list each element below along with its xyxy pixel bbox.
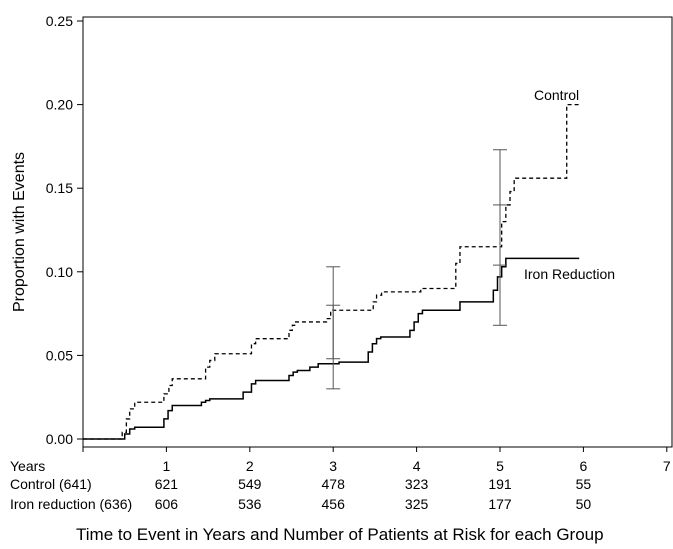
y-axis-ticks: 0.00 0.05 0.10 0.15 0.20 0.25 <box>46 13 83 447</box>
risk-header-label: Years <box>10 458 45 474</box>
plot-frame <box>82 16 673 448</box>
risk-time-label: 5 <box>496 458 504 474</box>
series-label-control: Control <box>534 87 579 103</box>
series-line-iron-reduction <box>83 257 580 440</box>
y-tick-label: 0.20 <box>46 97 73 113</box>
risk-time-label: 4 <box>413 458 421 474</box>
risk-time-label: 3 <box>329 458 337 474</box>
confidence-bars <box>326 149 507 390</box>
series-label-iron-reduction: Iron Reduction <box>524 266 615 282</box>
x-axis-ticks <box>82 447 668 452</box>
y-tick-label: 0.25 <box>46 13 73 29</box>
risk-row-label: Control (641) <box>10 476 92 492</box>
risk-count: 50 <box>576 496 592 512</box>
risk-count: 456 <box>322 496 346 512</box>
survival-curves <box>83 103 580 440</box>
y-tick-label: 0.00 <box>46 431 73 447</box>
series-line-control <box>83 103 580 440</box>
risk-count: 549 <box>238 476 262 492</box>
risk-time-label: 2 <box>246 458 254 474</box>
y-axis-title: Proportion with Events <box>11 152 28 312</box>
risk-count: 536 <box>238 496 262 512</box>
risk-time-label: 1 <box>163 458 171 474</box>
risk-count: 55 <box>576 476 592 492</box>
risk-time-label: 7 <box>663 458 671 474</box>
risk-count: 325 <box>405 496 429 512</box>
x-axis-title: Time to Event in Years and Number of Pat… <box>76 525 604 544</box>
risk-count: 606 <box>155 496 179 512</box>
risk-row-label: Iron reduction (636) <box>10 496 132 512</box>
risk-count: 191 <box>488 476 512 492</box>
risk-count: 621 <box>155 476 179 492</box>
risk-count: 478 <box>322 476 346 492</box>
y-tick-label: 0.05 <box>46 347 73 363</box>
risk-time-label: 6 <box>580 458 588 474</box>
risk-count: 323 <box>405 476 429 492</box>
y-tick-label: 0.10 <box>46 264 73 280</box>
y-tick-label: 0.15 <box>46 180 73 196</box>
risk-count: 177 <box>488 496 512 512</box>
